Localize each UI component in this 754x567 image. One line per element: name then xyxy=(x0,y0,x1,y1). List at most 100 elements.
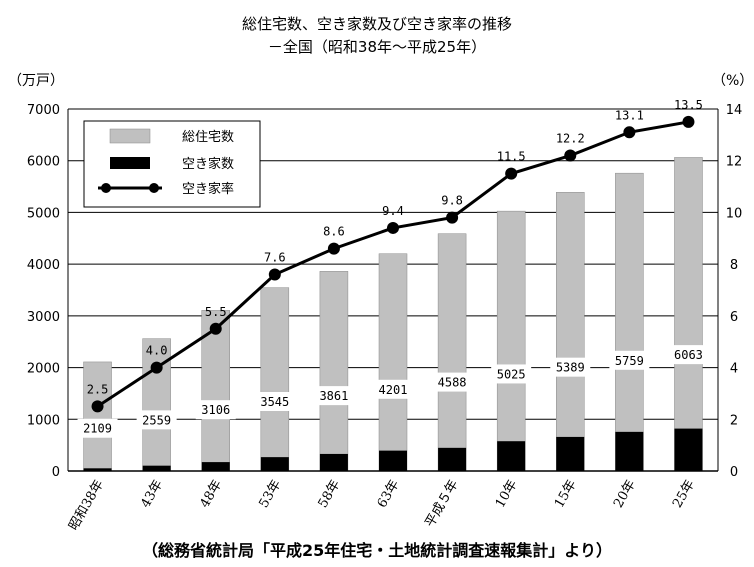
vacant-housing-bar xyxy=(260,457,289,471)
vacancy-rate-point xyxy=(682,115,695,128)
source-note: （総務省統計局「平成25年住宅・土地統計調査速報集計」より） xyxy=(142,541,612,560)
y-left-tick-label: 4000 xyxy=(27,258,60,273)
total-housing-label-bg xyxy=(373,379,413,399)
y-left-tick-label: 1000 xyxy=(27,413,60,428)
x-tick-label: 48年 xyxy=(197,478,225,511)
total-housing-label-bg xyxy=(432,372,473,392)
legend-label: 空き家数 xyxy=(182,156,234,172)
total-housing-label-bg xyxy=(550,357,591,377)
vacancy-rate-label: 4.0 xyxy=(146,344,168,358)
y-right-tick-label: 6 xyxy=(730,310,738,325)
total-housing-label: 3545 xyxy=(260,395,289,409)
total-housing-label-bg xyxy=(195,400,236,420)
y-right-tick-label: 10 xyxy=(726,206,743,221)
x-tick-label: 63年 xyxy=(375,478,403,511)
total-housing-bar xyxy=(615,172,644,472)
vacant-housing-bar xyxy=(556,436,585,471)
x-tick-label: 43年 xyxy=(138,478,166,511)
chart-subtitle: －全国（昭和38年～平成25年） xyxy=(267,38,487,56)
vacancy-rate-point xyxy=(209,322,222,335)
x-tick-label: 53年 xyxy=(257,478,285,511)
total-housing-label: 4588 xyxy=(438,376,467,390)
y-right-tick-label: 12 xyxy=(726,155,743,170)
total-housing-label-bg xyxy=(254,392,295,412)
vacancy-rate-point xyxy=(564,149,577,162)
legend-label: 空き家率 xyxy=(182,181,234,197)
y-right-tick-label: 2 xyxy=(730,413,738,428)
vacancy-rate-label: 11.5 xyxy=(497,150,526,164)
vacant-housing-bar xyxy=(83,468,112,471)
y-right-tick-label: 4 xyxy=(730,362,738,377)
x-tick-label: 25年 xyxy=(670,478,698,511)
legend-swatch-rate-marker xyxy=(149,183,159,193)
total-housing-label: 3106 xyxy=(201,403,230,417)
vacant-housing-bar xyxy=(615,431,644,471)
vacancy-rate-point xyxy=(387,221,399,234)
total-housing-bar xyxy=(674,157,703,472)
x-tick-label: 15年 xyxy=(552,478,580,511)
vacancy-rate-point xyxy=(623,126,636,139)
total-housing-label-bg xyxy=(77,418,118,438)
vacant-housing-bar xyxy=(201,462,230,471)
vacant-housing-bar xyxy=(379,450,407,471)
x-tick-label: 58年 xyxy=(316,478,344,511)
total-housing-bar xyxy=(142,338,171,472)
total-housing-bar xyxy=(556,192,585,472)
vacancy-rate-label: 13.1 xyxy=(615,108,644,122)
y-left-tick-label: 7000 xyxy=(27,103,60,118)
legend-swatch-rate-marker xyxy=(101,183,111,193)
y-left-tick-label: 5000 xyxy=(27,206,60,221)
total-housing-label-bg xyxy=(668,345,709,365)
vacancy-rate-label: 7.6 xyxy=(264,250,286,264)
total-housing-label: 2109 xyxy=(83,422,112,436)
x-tick-label: 平成５年 xyxy=(423,478,462,531)
vacant-housing-bar xyxy=(497,441,526,471)
y-left-tick-label: 2000 xyxy=(27,362,60,377)
y-right-tick-label: 8 xyxy=(730,258,738,273)
vacancy-rate-point xyxy=(505,167,518,180)
total-housing-label: 3861 xyxy=(319,389,348,403)
vacancy-rate-point xyxy=(91,400,104,413)
vacancy-rate-label: 12.2 xyxy=(556,132,585,146)
total-housing-bar xyxy=(496,210,526,472)
total-housing-label: 5389 xyxy=(556,361,585,375)
total-housing-label: 6063 xyxy=(674,348,703,362)
y-left-tick-label: 0 xyxy=(52,465,60,480)
total-housing-label-bg xyxy=(313,386,354,406)
vacancy-rate-label: 9.8 xyxy=(441,194,463,208)
y-right-tick-label: 14 xyxy=(726,103,743,118)
vacancy-rate-point xyxy=(150,361,163,374)
vacancy-rate-label: 9.4 xyxy=(382,204,404,218)
total-housing-label: 4201 xyxy=(379,383,408,397)
vacancy-rate-point xyxy=(327,242,340,255)
vacancy-rate-label: 13.5 xyxy=(674,98,703,112)
legend-swatch-vacant xyxy=(110,157,150,169)
total-housing-bar xyxy=(437,233,467,472)
x-tick-label: 20年 xyxy=(611,478,639,511)
x-tick-label: 昭和38年 xyxy=(66,478,107,534)
vacant-housing-bar xyxy=(438,447,467,471)
total-housing-label-bg xyxy=(136,410,177,430)
total-housing-bar xyxy=(201,310,230,472)
left-axis-unit: （万戸） xyxy=(8,73,64,89)
legend-label: 総住宅数 xyxy=(182,130,234,145)
total-housing-bar xyxy=(83,361,112,472)
total-housing-label-bg xyxy=(491,364,532,384)
x-tick-label: 10年 xyxy=(493,478,521,511)
vacancy-rate-point xyxy=(446,211,459,224)
total-housing-label: 5759 xyxy=(615,354,644,368)
vacant-housing-bar xyxy=(674,428,703,471)
total-housing-bar xyxy=(378,253,408,472)
total-housing-label: 2559 xyxy=(142,413,171,427)
chart-title: 総住宅数、空き家数及び空き家率の推移 xyxy=(241,15,512,33)
y-left-tick-label: 3000 xyxy=(27,310,60,325)
total-housing-bar xyxy=(260,287,290,472)
vacancy-rate-label: 5.5 xyxy=(205,305,227,319)
vacancy-rate-label: 8.6 xyxy=(323,225,345,239)
vacant-housing-bar xyxy=(142,465,171,471)
total-housing-label: 5025 xyxy=(497,367,526,381)
right-axis-unit: （%） xyxy=(712,73,754,89)
y-left-tick-label: 6000 xyxy=(27,155,60,170)
vacant-housing-bar xyxy=(319,453,348,471)
